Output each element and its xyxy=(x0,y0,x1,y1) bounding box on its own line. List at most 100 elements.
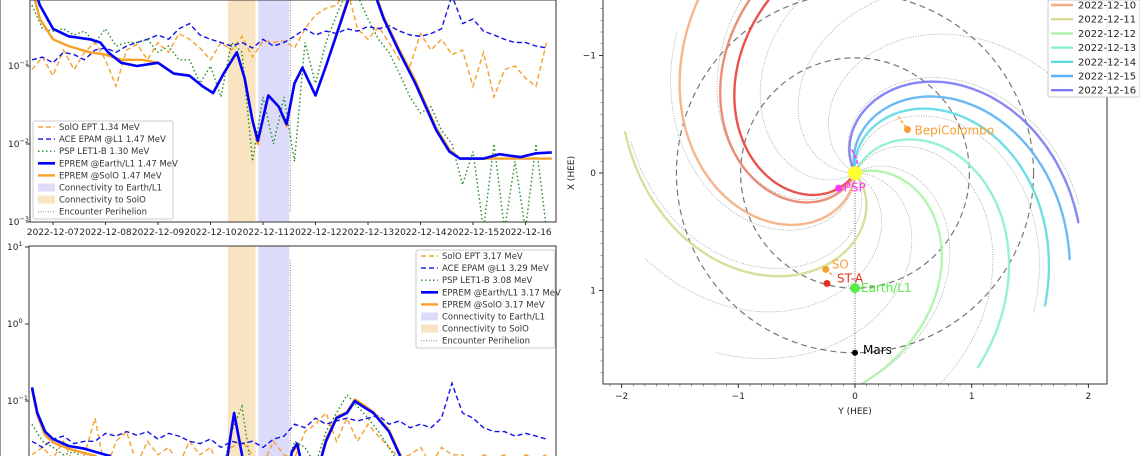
y-tick-label: 1 xyxy=(590,287,596,297)
psp-label: PSP xyxy=(844,180,866,194)
mars-marker xyxy=(852,349,858,356)
y-axis-label: X (HEE) xyxy=(567,156,577,190)
legend-label: EPREM @Earth/L1 3.17 MeV xyxy=(442,288,561,298)
legend-label: Connectivity to Earth/L1 xyxy=(59,184,162,194)
y-tick-label: 10−1 xyxy=(8,59,29,72)
legend-swatch xyxy=(421,324,438,333)
x-axis-label: Y (HEE) xyxy=(837,407,872,417)
x-tick-label: −1 xyxy=(732,392,745,402)
tick-exponent: 0 xyxy=(18,317,22,325)
series-eprem-earth-l1-3-17-mev xyxy=(30,387,402,456)
field-line-2022-12-11 xyxy=(623,131,868,278)
x-tick-label: 2022-12-14 xyxy=(394,228,447,238)
legend-label: PSP LET1-B 1.30 MeV xyxy=(59,147,150,157)
bottom-plot-area xyxy=(30,246,547,456)
bottom-legend: SolO EPT 3.17 MeV ACE EPAM @L1 3.29 MeV PS… xyxy=(415,249,561,349)
legend-label: Connectivity to SolO xyxy=(59,196,146,206)
x-tick-label: 2022-12-10 xyxy=(184,228,237,238)
field-line-2022-12-10 xyxy=(678,0,856,227)
parker-spiral-reference xyxy=(715,172,913,359)
parker-spiral-reference xyxy=(827,33,1066,171)
series-psp-let1-b-1-30-mev xyxy=(31,0,547,222)
y-tick-label: −1 xyxy=(583,52,596,62)
band-band-earth xyxy=(258,0,290,222)
tick-base: 10 xyxy=(8,140,20,150)
parker-spiral-reference xyxy=(857,145,994,384)
st-a-label: ST-A xyxy=(837,271,864,285)
legend-label: EPREM @SolO 1.47 MeV xyxy=(59,171,162,181)
field-line xyxy=(718,0,855,204)
tick-base: 10 xyxy=(8,218,20,228)
tick-base: 10 xyxy=(7,243,19,253)
legend-box xyxy=(415,249,556,349)
legend-label: 2022-12-12 xyxy=(1078,29,1136,40)
tick-exponent: 1 xyxy=(18,240,22,248)
legend-swatch xyxy=(38,183,55,192)
tick-exponent: −3 xyxy=(19,215,29,223)
tick-base: 10 xyxy=(8,62,20,72)
psp-marker xyxy=(835,184,843,192)
legend-label: EPREM @SolO 3.17 MeV xyxy=(442,300,545,310)
field-line-2022-12-16 xyxy=(848,80,1080,224)
bottom-axes-frame xyxy=(28,245,557,456)
series-eprem-earth-l1-1-47-mev xyxy=(36,0,552,160)
x-tick-label: 2022-12-11 xyxy=(237,228,289,238)
top-legend: SolO EPT 1.34 MeV ACE EPAM @L1 1.47 MeV PS… xyxy=(32,120,178,220)
field-line-2022-12-14 xyxy=(853,107,1051,307)
legend-label: 2022-12-14 xyxy=(1078,57,1136,68)
series-ace-epam-l1-3-29-mev xyxy=(31,381,547,449)
x-tick-label: 2022-12-09 xyxy=(132,228,185,238)
bepicolombo-trajectory xyxy=(897,116,909,130)
legend-label: EPREM @Earth/L1 1.47 MeV xyxy=(59,159,178,169)
parker-spiral-reference xyxy=(716,0,853,201)
bepicolombo-label: BepiColombo xyxy=(915,124,995,138)
earth-l1-label: Earth/L1 xyxy=(861,281,912,295)
y-tick-label: 10−1 xyxy=(7,394,28,407)
x-tick-label: 2022-12-07 xyxy=(27,228,79,238)
x-tick-label: −2 xyxy=(615,392,628,402)
x-tick-label: 2022-12-16 xyxy=(499,228,552,238)
y-tick-label: 10−3 xyxy=(8,215,29,228)
sun-marker xyxy=(848,166,862,180)
legend-box xyxy=(1047,0,1140,98)
legend-label: ACE EPAM @L1 3.29 MeV xyxy=(442,264,549,274)
legend-label: SolO EPT 1.34 MeV xyxy=(59,123,140,133)
field-line-2022-12-13 xyxy=(855,138,1011,369)
tick-exponent: −2 xyxy=(19,137,29,145)
parker-spiral-reference xyxy=(670,32,856,231)
legend-label: 2022-12-16 xyxy=(1078,86,1136,97)
x-tick-label: 1 xyxy=(969,392,975,402)
band-band-earth xyxy=(258,246,290,456)
so-marker xyxy=(822,265,830,273)
y-tick-label: 0 xyxy=(590,169,596,179)
st-a-marker xyxy=(823,279,831,287)
x-tick-label: 0 xyxy=(852,392,858,402)
legend-label: ACE EPAM @L1 1.47 MeV xyxy=(59,135,166,145)
legend-label: SolO EPT 3.17 MeV xyxy=(442,252,523,262)
parker-spiral-reference xyxy=(630,140,863,269)
legend-label: 2022-12-10 xyxy=(1078,1,1136,12)
tick-exponent: −1 xyxy=(18,394,28,402)
parker-spiral-reference xyxy=(847,77,1080,206)
mars-label: Mars xyxy=(863,343,892,357)
field-line-2022-12-15 xyxy=(852,95,1071,261)
field-line-2022-12-12 xyxy=(858,169,943,384)
y-tick-label: 100 xyxy=(7,317,23,330)
parker-spiral-reference xyxy=(644,175,883,313)
series-solo-ept-1-34-mev xyxy=(31,0,548,100)
legend-label: Connectivity to Earth/L1 xyxy=(442,313,545,323)
legend-label: 2022-12-11 xyxy=(1078,15,1136,26)
y-tick-label: 10−2 xyxy=(8,137,29,150)
legend-box xyxy=(32,120,174,220)
legend-label: Encounter Perihelion xyxy=(59,208,147,218)
tick-base: 10 xyxy=(7,320,19,330)
legend-label: Encounter Perihelion xyxy=(442,337,530,347)
orbit-legend: 2022-12-10 2022-12-11 2022-12-12 2022-12-13… xyxy=(1047,0,1140,98)
legend-swatch xyxy=(421,312,438,321)
parker-spiral-reference xyxy=(858,165,951,384)
tick-base: 10 xyxy=(7,397,19,407)
psp-trajectory xyxy=(850,149,860,180)
